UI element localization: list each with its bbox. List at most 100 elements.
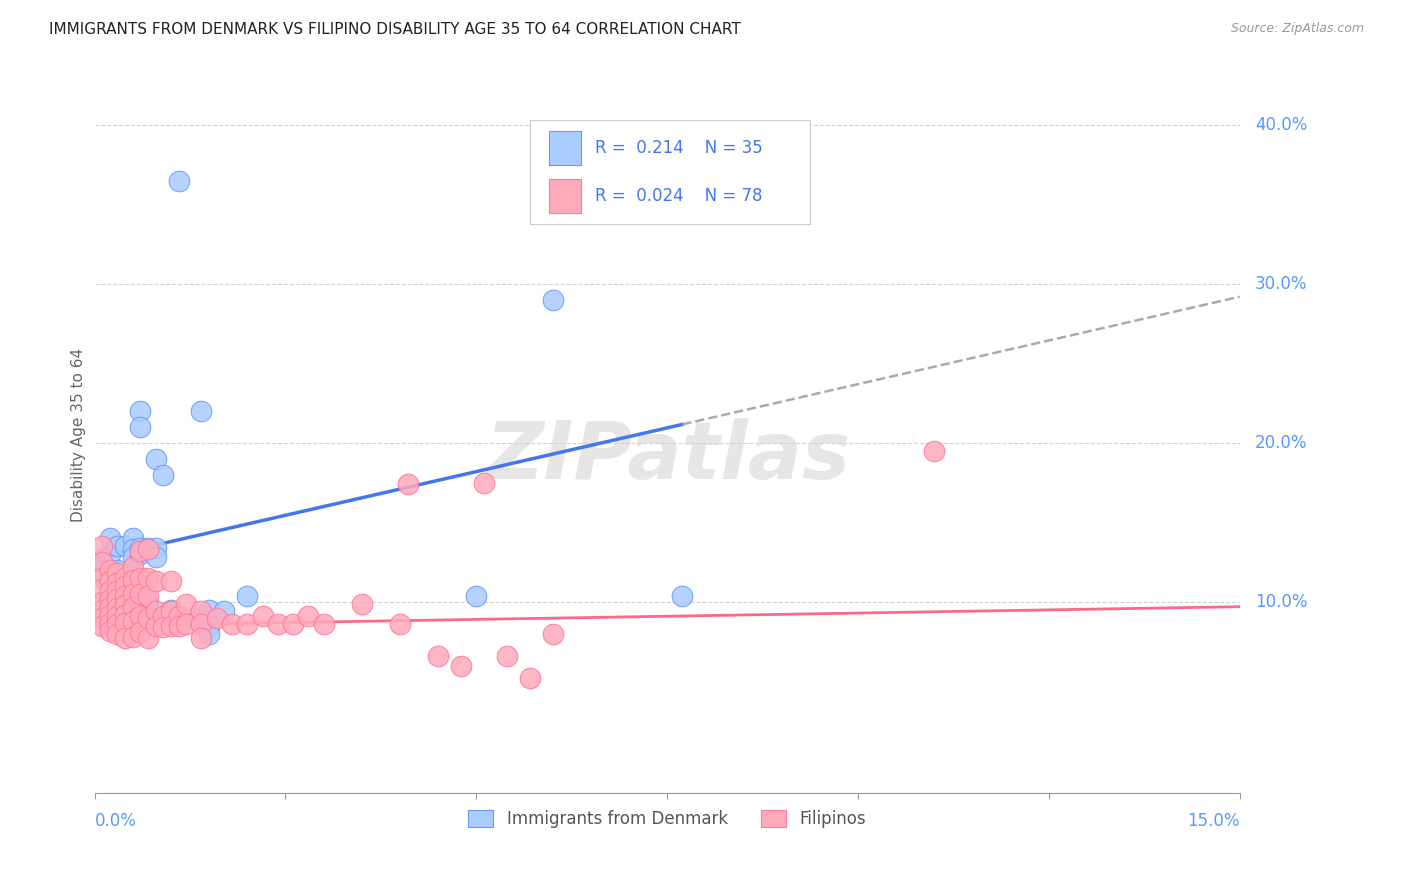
- Text: 15.0%: 15.0%: [1187, 812, 1240, 830]
- Point: [541, 626, 564, 640]
- Point: [114, 607, 136, 622]
- Point: [129, 420, 152, 434]
- Point: [145, 605, 167, 619]
- Point: [167, 174, 190, 188]
- Point: [91, 563, 114, 577]
- Point: [252, 609, 274, 624]
- Point: [129, 571, 152, 585]
- Point: [129, 544, 152, 558]
- FancyBboxPatch shape: [530, 120, 810, 224]
- Point: [98, 547, 121, 561]
- Point: [145, 574, 167, 589]
- Point: [107, 601, 129, 615]
- Point: [214, 605, 236, 619]
- Point: [136, 611, 159, 625]
- Point: [427, 648, 450, 663]
- Text: R =  0.024    N = 78: R = 0.024 N = 78: [595, 187, 762, 205]
- Point: [107, 583, 129, 598]
- Text: 10.0%: 10.0%: [1256, 593, 1308, 611]
- FancyBboxPatch shape: [550, 131, 581, 165]
- Point: [190, 404, 212, 418]
- Point: [107, 566, 129, 581]
- Point: [167, 619, 190, 633]
- Point: [160, 605, 183, 619]
- Point: [91, 539, 114, 553]
- Point: [114, 598, 136, 612]
- Point: [107, 626, 129, 640]
- Point: [121, 532, 143, 546]
- Point: [91, 603, 114, 617]
- Point: [297, 609, 319, 624]
- Point: [91, 571, 114, 585]
- Point: [121, 630, 143, 644]
- Point: [221, 617, 243, 632]
- Point: [541, 293, 564, 307]
- Point: [107, 539, 129, 553]
- Point: [114, 615, 136, 630]
- Point: [91, 595, 114, 609]
- Text: R =  0.214    N = 35: R = 0.214 N = 35: [595, 139, 762, 157]
- Point: [129, 625, 152, 640]
- Point: [145, 541, 167, 555]
- Point: [160, 574, 183, 589]
- Point: [129, 587, 152, 601]
- Point: [495, 648, 517, 663]
- Text: 0.0%: 0.0%: [94, 812, 136, 830]
- Point: [91, 582, 114, 597]
- Point: [145, 619, 167, 633]
- Point: [396, 477, 419, 491]
- Point: [91, 619, 114, 633]
- Point: [129, 541, 152, 555]
- Legend: Immigrants from Denmark, Filipinos: Immigrants from Denmark, Filipinos: [461, 803, 873, 834]
- Point: [107, 563, 129, 577]
- Point: [450, 658, 472, 673]
- Point: [160, 603, 183, 617]
- Point: [129, 547, 152, 561]
- Point: [98, 624, 121, 638]
- Point: [114, 632, 136, 646]
- Text: ZIPatlas: ZIPatlas: [485, 417, 849, 495]
- Point: [136, 632, 159, 646]
- Point: [114, 611, 136, 625]
- Point: [91, 611, 114, 625]
- Point: [519, 671, 541, 685]
- Point: [198, 619, 221, 633]
- Point: [350, 597, 373, 611]
- Point: [129, 609, 152, 624]
- Point: [114, 579, 136, 593]
- Point: [136, 605, 159, 619]
- Text: Source: ZipAtlas.com: Source: ZipAtlas.com: [1230, 22, 1364, 36]
- Text: IMMIGRANTS FROM DENMARK VS FILIPINO DISABILITY AGE 35 TO 64 CORRELATION CHART: IMMIGRANTS FROM DENMARK VS FILIPINO DISA…: [49, 22, 741, 37]
- Point: [98, 599, 121, 614]
- Text: 30.0%: 30.0%: [1256, 275, 1308, 293]
- Point: [198, 626, 221, 640]
- Point: [136, 589, 159, 603]
- Point: [136, 571, 159, 585]
- Point: [671, 589, 693, 603]
- Point: [167, 609, 190, 624]
- Point: [190, 632, 212, 646]
- Point: [98, 574, 121, 589]
- Point: [205, 611, 228, 625]
- Point: [190, 617, 212, 632]
- Point: [121, 587, 143, 601]
- Point: [98, 583, 121, 598]
- Point: [236, 617, 259, 632]
- Point: [107, 591, 129, 606]
- Text: 20.0%: 20.0%: [1256, 434, 1308, 452]
- Point: [183, 611, 205, 625]
- Point: [152, 467, 174, 482]
- Point: [91, 555, 114, 569]
- Point: [129, 404, 152, 418]
- Point: [312, 617, 335, 632]
- Point: [198, 603, 221, 617]
- Point: [114, 571, 136, 585]
- Point: [465, 589, 488, 603]
- Point: [145, 451, 167, 466]
- Point: [236, 589, 259, 603]
- Point: [121, 573, 143, 587]
- Point: [160, 619, 183, 633]
- Point: [388, 617, 411, 632]
- Point: [98, 615, 121, 630]
- Point: [114, 589, 136, 603]
